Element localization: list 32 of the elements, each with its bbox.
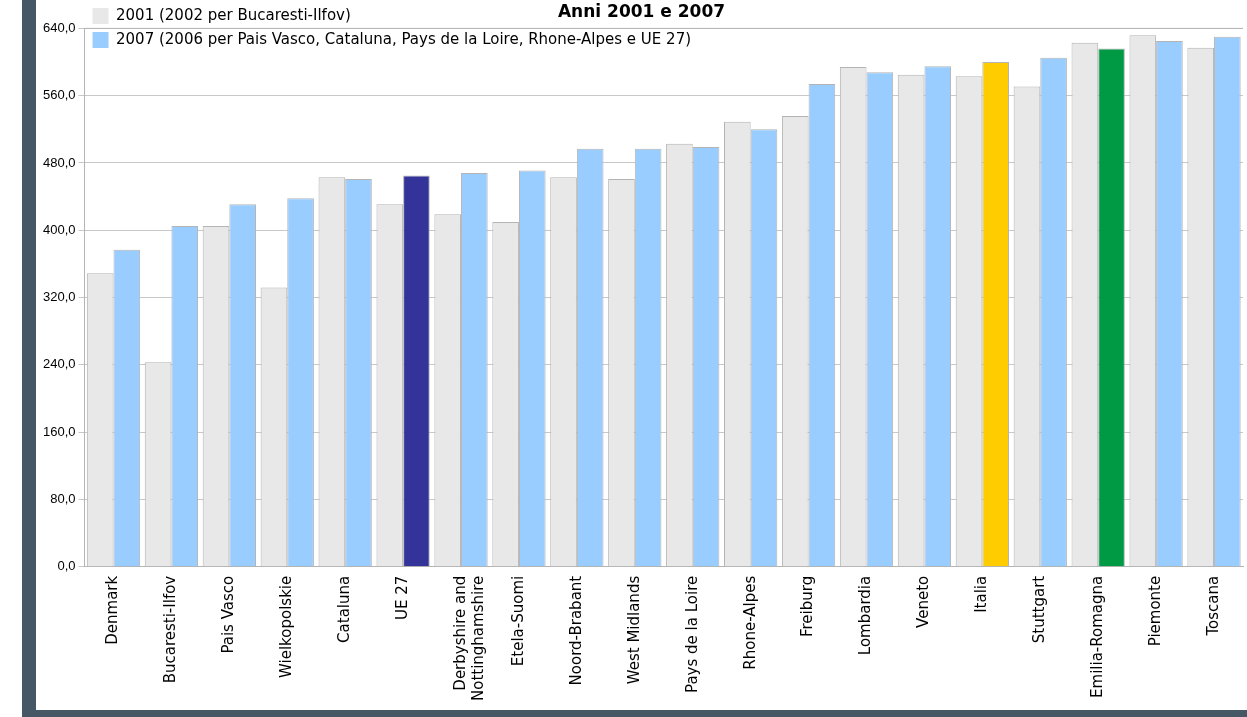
x-tick-label: Cataluna (335, 575, 354, 643)
x-tick-label: Rhone-Alpes (740, 575, 759, 670)
x-tick-label: Pais Vasco (219, 575, 238, 654)
x-tick-label: Bucaresti-Ilfov (161, 575, 180, 684)
x-tick-label: Piemonte (1146, 575, 1165, 647)
x-tick-label: Denmark (103, 575, 122, 645)
x-tick-label: Derbyshire and Nottinghamshire (450, 575, 487, 702)
x-tick-label: Pays de la Loire (682, 575, 701, 693)
y-tick-label: 0,0 (57, 558, 76, 574)
x-tick-label: West Midlands (624, 575, 643, 685)
y-tick-label: 320,0 (42, 289, 76, 305)
x-tick-label: Emilia-Romagna (1088, 575, 1107, 698)
x-tick-label: UE 27 (393, 575, 411, 621)
y-tick-label: 640,0 (42, 19, 76, 35)
y-tick-label: 560,0 (42, 87, 76, 103)
x-tick-label: Lombardia (856, 575, 875, 656)
y-tick-label: 240,0 (42, 356, 76, 372)
legend-label: 2001 (2002 per Bucaresti-Ilfov) (116, 5, 351, 24)
y-tick-label: 400,0 (42, 221, 76, 237)
x-tick-label: Noord-Brabant (566, 575, 585, 686)
x-tick-label: Italia (972, 575, 991, 613)
x-tick-label: Wielkopolskie (277, 575, 296, 678)
y-tick-label: 480,0 (42, 154, 76, 170)
y-tick-label: 80,0 (50, 491, 76, 507)
x-tick-label: Veneto (914, 575, 933, 628)
x-tick-label: Toscana (1203, 575, 1222, 637)
chart-title: Anni 2001 e 2007 (557, 0, 726, 21)
legend-label: 2007 (2006 per Pais Vasco, Cataluna, Pays de la Loire, Rhone-Alpes e UE 27) (116, 29, 692, 48)
x-tick-label: Etela-Suomi (508, 575, 527, 667)
x-tick-label: Stuttgart (1030, 575, 1049, 644)
y-tick-label: 160,0 (42, 423, 76, 439)
x-tick-label: Freiburg (798, 575, 817, 638)
